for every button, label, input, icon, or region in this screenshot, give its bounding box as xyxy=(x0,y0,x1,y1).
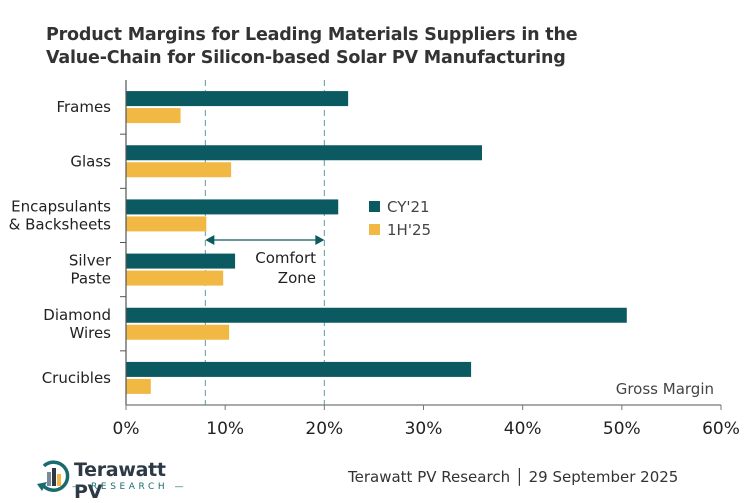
category-label: Silver xyxy=(69,252,112,270)
comfort-zone-label-line-1: Comfort xyxy=(255,249,316,267)
category-label: Glass xyxy=(70,152,111,170)
x-tick-label: 10% xyxy=(206,419,244,439)
x-tick-label: 30% xyxy=(405,419,443,439)
bar-cy21-5 xyxy=(126,361,472,377)
bar-cy21-2 xyxy=(126,199,339,215)
bar-1h25-3 xyxy=(126,270,224,286)
logo-icon xyxy=(37,460,70,492)
x-tick-label: 20% xyxy=(305,419,343,439)
x-tick-labels: 0% 10% 20% 30% 40% 50% 60% xyxy=(113,419,740,439)
bar-1h25-2 xyxy=(126,216,207,232)
arrow-head-right-icon xyxy=(315,235,325,245)
bar-cy21-3 xyxy=(126,253,236,269)
bar-1h25-5 xyxy=(126,378,151,394)
arrow-head-left-icon xyxy=(205,235,215,245)
bar-1h25-4 xyxy=(126,324,230,340)
legend-swatch xyxy=(369,224,380,235)
comfort-zone-annotation: Comfort Zone xyxy=(205,235,325,287)
logo-name: Terawatt PV xyxy=(74,459,166,503)
chart-title-line-1: Product Margins for Leading Materials Su… xyxy=(46,25,578,45)
legend: CY'21 1H'25 xyxy=(369,198,431,239)
bar-cy21-0 xyxy=(126,91,349,107)
logo: Terawatt PV — RESEARCH — xyxy=(36,458,196,503)
logo-subtitle: — RESEARCH — xyxy=(72,482,188,492)
reference-lines xyxy=(204,80,325,405)
x-tick-label: 40% xyxy=(504,419,542,439)
category-labels: Frames Glass Encapsulants& Backsheets Silve… xyxy=(9,98,112,387)
axes xyxy=(120,80,722,410)
bar-1h25-0 xyxy=(126,108,181,124)
category-label: Diamond xyxy=(43,306,111,324)
category-label: Paste xyxy=(71,270,112,288)
x-tick-label: 60% xyxy=(702,419,740,439)
comfort-zone-label-line-2: Zone xyxy=(278,269,316,287)
category-label: Frames xyxy=(56,98,111,116)
legend-label: 1H'25 xyxy=(387,221,431,239)
category-label: Encapsulants xyxy=(11,197,111,215)
bar-cy21-4 xyxy=(126,307,627,323)
x-tick-label: 50% xyxy=(603,419,641,439)
category-label: Crucibles xyxy=(42,369,111,387)
category-label: & Backsheets xyxy=(9,215,112,233)
bars xyxy=(126,91,627,394)
chart-title-line-2: Value-Chain for Silicon-based Solar PV M… xyxy=(46,48,566,68)
bar-cy21-1 xyxy=(126,145,483,161)
bar-1h25-1 xyxy=(126,162,232,178)
footer-credit: Terawatt PV Research │ 29 September 2025 xyxy=(348,468,679,486)
legend-label: CY'21 xyxy=(387,198,430,216)
x-tick-label: 0% xyxy=(113,419,140,439)
category-label: Wires xyxy=(69,324,111,342)
x-axis-label: Gross Margin xyxy=(616,380,714,398)
legend-swatch xyxy=(369,201,380,212)
chart-title: Product Margins for Leading Materials Su… xyxy=(46,24,578,70)
